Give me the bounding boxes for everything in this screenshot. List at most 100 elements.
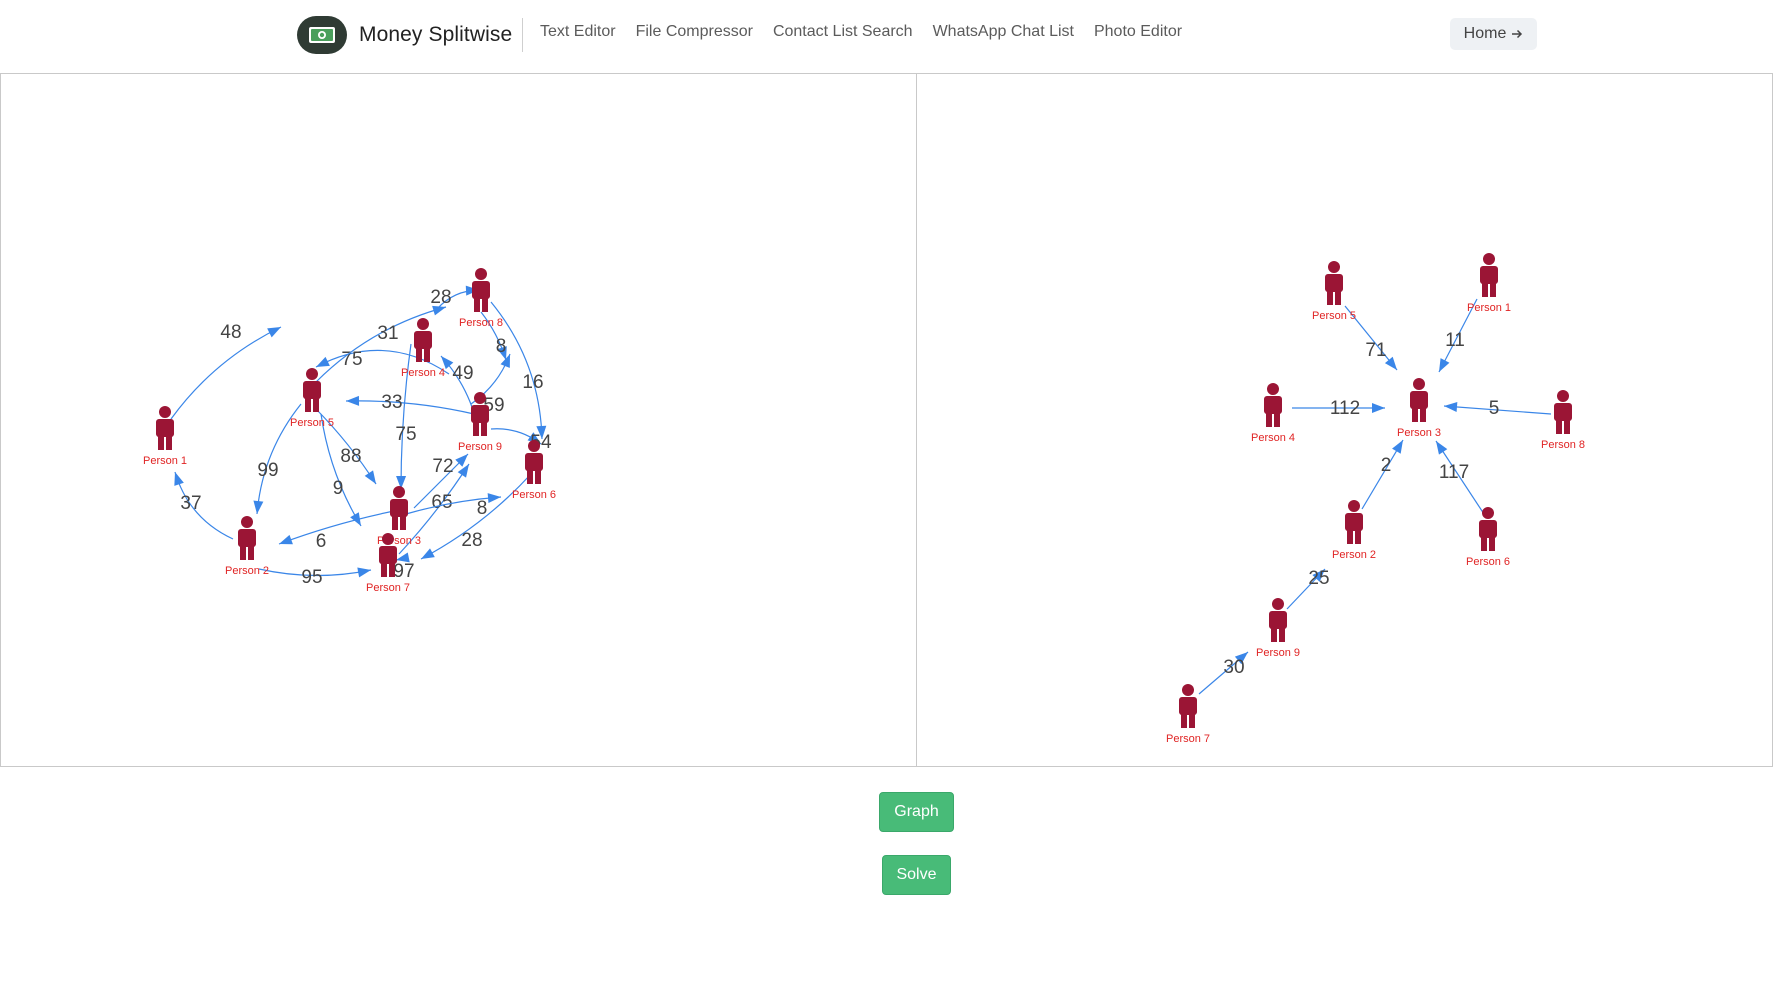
person-icon xyxy=(390,486,408,530)
nav-link-text-editor[interactable]: Text Editor xyxy=(540,23,616,40)
person-icon xyxy=(156,406,174,450)
solved-graph-panel[interactable]: 71 11 112 5 2 117 25 30 Person 5 Person 1 Person 4… xyxy=(916,73,1773,767)
person-icon xyxy=(238,516,256,560)
person-icon xyxy=(379,533,397,577)
edge-amount-label: 5 xyxy=(1489,398,1500,419)
node-label: Person 2 xyxy=(225,565,269,577)
edge-amount-label: 65 xyxy=(431,492,452,513)
edge-amount-label: 112 xyxy=(1330,398,1360,419)
edge-amount-label: 72 xyxy=(432,456,453,477)
edge-amount-label: 71 xyxy=(1365,340,1386,361)
solve-button[interactable]: Solve xyxy=(882,855,951,895)
left-node-person-6[interactable]: Person 6 xyxy=(512,440,556,501)
node-label: Person 6 xyxy=(1466,556,1510,568)
arrow-head xyxy=(253,500,264,514)
node-label: Person 1 xyxy=(143,455,187,467)
right-node-person-3[interactable]: Person 3 xyxy=(1397,378,1441,439)
right-node-person-9[interactable]: Person 9 xyxy=(1256,598,1300,659)
right-node-person-4[interactable]: Person 4 xyxy=(1251,383,1295,444)
person-icon xyxy=(1410,378,1428,422)
arrow-head xyxy=(1312,569,1325,582)
arrow-head xyxy=(497,346,507,360)
arrow-head xyxy=(1372,403,1385,413)
arrow-head xyxy=(441,356,454,370)
debt-edge xyxy=(345,400,475,415)
right-node-person-8[interactable]: Person 8 xyxy=(1541,390,1585,451)
money-icon xyxy=(297,16,347,54)
input-graph[interactable]: 4837999575312881649593354889757265682897… xyxy=(1,74,917,767)
arrow-head xyxy=(364,470,376,484)
edge-amount-label: 117 xyxy=(1439,462,1469,483)
right-node-person-5[interactable]: Person 5 xyxy=(1312,261,1356,322)
left-node-person-7[interactable]: Person 7 xyxy=(366,533,410,594)
person-icon xyxy=(1480,253,1498,297)
edge-amount-label: 11 xyxy=(1445,330,1465,351)
node-label: Person 6 xyxy=(512,489,556,501)
person-icon xyxy=(1269,598,1287,642)
input-graph-panel[interactable]: 48 37 99 95 75 31 28 8 16 49 59 33 54 88 9 75 72 65 6 8 28 97… xyxy=(0,73,917,767)
edge-amount-label: 16 xyxy=(522,372,543,393)
nav-link-file-compressor[interactable]: File Compressor xyxy=(635,23,753,40)
nav-link-photo-editor[interactable]: Photo Editor xyxy=(1093,23,1183,40)
node-label: Person 9 xyxy=(458,441,502,453)
arrow-head xyxy=(357,567,371,578)
arrow-head xyxy=(316,356,330,367)
edge-amount-label: 25 xyxy=(1308,568,1329,589)
node-label: Person 8 xyxy=(1541,439,1585,451)
debt-edge xyxy=(400,343,412,490)
arrow-head xyxy=(457,464,469,478)
brand-title: Money Splitwise xyxy=(359,23,513,46)
person-icon xyxy=(1264,383,1282,427)
person-icon xyxy=(1345,500,1363,544)
node-label: Person 4 xyxy=(1251,432,1295,444)
right-node-person-2[interactable]: Person 2 xyxy=(1332,500,1376,561)
edge-amount-label: 48 xyxy=(220,322,241,343)
brand-link[interactable]: Money Splitwise xyxy=(297,15,512,55)
arrow-head xyxy=(1444,401,1458,412)
node-label: Person 7 xyxy=(366,582,410,594)
arrow-head xyxy=(396,475,407,489)
arrow-head xyxy=(500,354,510,368)
left-node-person-5[interactable]: Person 5 xyxy=(290,368,334,429)
right-node-person-1[interactable]: Person 1 xyxy=(1467,253,1511,314)
right-node-person-6[interactable]: Person 6 xyxy=(1466,507,1510,568)
arrow-head xyxy=(1392,440,1403,454)
node-label: Person 3 xyxy=(1397,427,1441,439)
home-button[interactable]: Home xyxy=(1450,18,1537,50)
edge-amount-label: 6 xyxy=(316,531,327,552)
left-node-person-9[interactable]: Person 9 xyxy=(458,392,502,453)
node-label: Person 5 xyxy=(1312,310,1356,322)
graph-button[interactable]: Graph xyxy=(879,792,954,832)
debt-edge xyxy=(256,403,302,515)
node-label: Person 7 xyxy=(1166,733,1210,745)
node-label: Person 4 xyxy=(401,367,445,379)
edge-amount-label: 88 xyxy=(340,446,361,467)
left-node-person-2[interactable]: Person 2 xyxy=(225,516,269,577)
debt-edge xyxy=(278,509,400,545)
edge-amount-label: 28 xyxy=(430,287,451,308)
left-node-person-4[interactable]: Person 4 xyxy=(401,318,445,379)
right-node-person-7[interactable]: Person 7 xyxy=(1166,684,1210,745)
left-node-person-1[interactable]: Person 1 xyxy=(143,406,187,467)
debt-edge xyxy=(490,301,543,440)
nav-link-contact-list-search[interactable]: Contact List Search xyxy=(772,23,913,40)
debt-edge xyxy=(315,349,450,375)
navbar: Money Splitwise Text Editor File Compres… xyxy=(0,0,1773,74)
edge-amount-label: 49 xyxy=(452,363,473,384)
person-icon xyxy=(1325,261,1343,305)
edge-amount-label: 9 xyxy=(333,478,344,499)
debt-edge xyxy=(420,473,532,560)
arrow-head xyxy=(279,534,293,545)
person-icon xyxy=(1554,390,1572,434)
edge-amount-label: 99 xyxy=(257,460,278,481)
nav-link-whatsapp-chat-list[interactable]: WhatsApp Chat List xyxy=(932,23,1074,40)
solved-graph[interactable]: 71 11 112 5 2 117 25 30 Person 5 Person 1 Person 4… xyxy=(917,74,1773,767)
person-icon xyxy=(1179,684,1197,728)
person-icon xyxy=(1479,507,1497,551)
arrow-head xyxy=(421,548,435,559)
debt-edge xyxy=(170,326,282,420)
arrow-right-icon xyxy=(1512,29,1523,39)
left-node-person-8[interactable]: Person 8 xyxy=(459,268,503,329)
person-icon xyxy=(414,318,432,362)
edge-amount-label: 97 xyxy=(393,561,414,582)
